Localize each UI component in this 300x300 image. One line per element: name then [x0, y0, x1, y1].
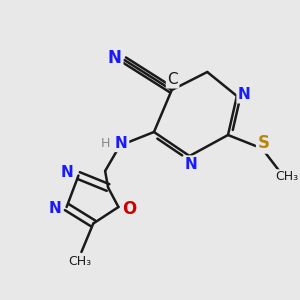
Text: CH₃: CH₃ — [275, 170, 298, 184]
Text: N: N — [184, 157, 197, 172]
Text: H: H — [101, 136, 110, 150]
Text: N: N — [61, 165, 74, 180]
Text: S: S — [257, 134, 269, 152]
Text: N: N — [238, 87, 251, 102]
Text: O: O — [122, 200, 136, 217]
Text: N: N — [108, 49, 122, 67]
Text: CH₃: CH₃ — [68, 255, 92, 268]
Text: C: C — [167, 72, 178, 87]
Text: N: N — [49, 201, 62, 216]
Text: N: N — [115, 136, 128, 151]
